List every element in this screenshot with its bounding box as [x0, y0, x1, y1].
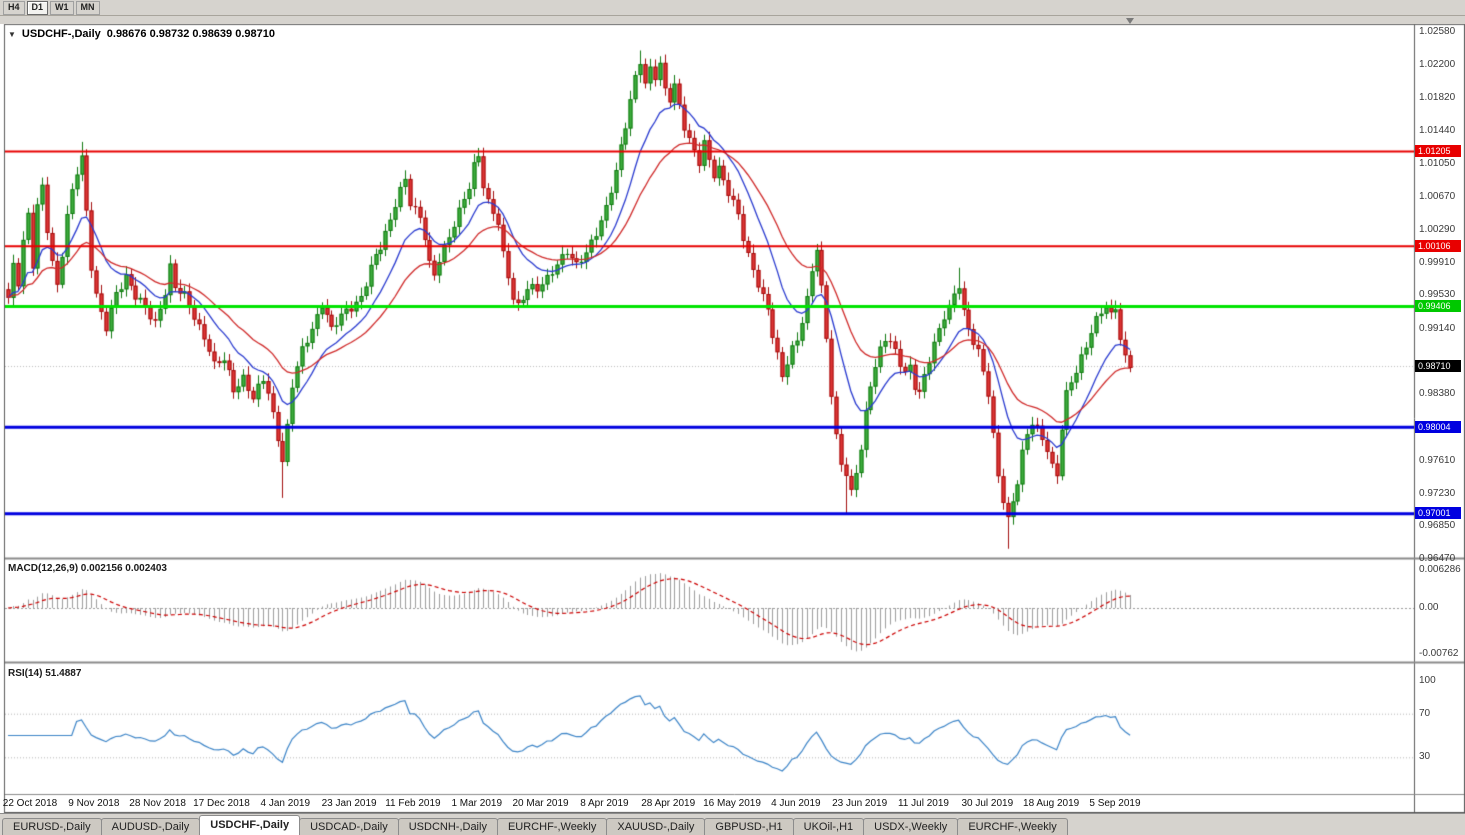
price-tick: 0.99140 [1419, 322, 1456, 334]
price-tick: 0.96470 [1419, 553, 1456, 565]
chart-canvas[interactable] [0, 0, 1465, 813]
rsi-indicator-label: RSI(14) 51.4887 [8, 668, 82, 679]
price-tick: 1.00290 [1419, 223, 1456, 235]
date-axis-label: 5 Sep 2019 [1089, 798, 1141, 809]
chart-tab-eurusd-daily[interactable]: EURUSD-,Daily [2, 818, 102, 835]
rsi-scale-tick: 30 [1419, 751, 1431, 763]
chart-tab-gbpusd-h1[interactable]: GBPUSD-,H1 [704, 818, 794, 835]
date-axis-label: 30 Jul 2019 [961, 798, 1014, 809]
price-tick: 1.00670 [1419, 191, 1456, 203]
date-axis-label: 8 Apr 2019 [580, 798, 629, 809]
price-tick: 0.96850 [1419, 520, 1456, 532]
timeframe-toolbar: H4 D1 W1 MN [0, 0, 1465, 16]
date-axis-label: 28 Nov 2018 [129, 798, 186, 809]
chart-tab-usdcnh-daily[interactable]: USDCNH-,Daily [397, 818, 498, 835]
toolbar-gap [0, 16, 1465, 24]
chart-tab-ukoil-h1[interactable]: UKOil-,H1 [792, 818, 865, 835]
price-tick: 1.01440 [1419, 124, 1456, 136]
chart-tab-eurchf-weekly[interactable]: EURCHF-,Weekly [957, 818, 1068, 835]
level-price-label[interactable]: 1.01205 [1415, 144, 1461, 157]
chart-title: ▼ USDCHF-,Daily 0.98676 0.98732 0.98639 … [8, 28, 275, 40]
price-tick: 1.02580 [1419, 26, 1456, 38]
date-axis-label: 9 Nov 2018 [68, 798, 120, 809]
price-tick: 0.97610 [1419, 454, 1456, 466]
timeframe-button-mn[interactable]: MN [75, 0, 100, 15]
date-axis-label: 23 Jun 2019 [832, 798, 888, 809]
macd-scale-tick: 0.006286 [1419, 563, 1461, 575]
price-tick: 1.02200 [1419, 59, 1456, 71]
chevron-down-icon[interactable]: ▼ [8, 29, 16, 39]
chart-ohlc-values: 0.98676 0.98732 0.98639 0.98710 [106, 28, 275, 40]
price-tick: 0.99910 [1419, 256, 1456, 268]
chart-tab-eurchf-weekly[interactable]: EURCHF-,Weekly [496, 818, 608, 835]
level-price-label[interactable]: 0.97001 [1415, 507, 1461, 520]
chart-tab-bar: EURUSD-,Daily AUDUSD-,Daily USDCHF-,Daily U… [0, 813, 1465, 835]
level-price-label[interactable]: 0.99406 [1415, 300, 1461, 312]
date-axis-label: 17 Dec 2018 [193, 798, 250, 809]
chart-tab-usdcad-daily[interactable]: USDCAD-,Daily [299, 818, 399, 835]
timeframe-button-h4[interactable]: H4 [3, 0, 25, 15]
date-axis-label: 28 Apr 2019 [641, 798, 696, 809]
chart-shift-marker-icon[interactable] [1126, 18, 1134, 24]
chart-tab-xauusd-daily[interactable]: XAUUSD-,Daily [606, 818, 706, 835]
date-axis-label: 11 Jul 2019 [897, 798, 949, 809]
price-tick: 0.97230 [1419, 487, 1456, 499]
rsi-scale-tick: 70 [1419, 707, 1431, 719]
macd-scale-tick: 0.00 [1419, 602, 1439, 613]
date-axis-label: 22 Oct 2018 [2, 798, 58, 809]
chart-symbol-label: USDCHF-,Daily [21, 28, 101, 40]
timeframe-button-d1[interactable]: D1 [26, 0, 49, 15]
price-tick: 1.01050 [1419, 158, 1456, 170]
date-axis-label: 20 Mar 2019 [512, 798, 569, 809]
current-price-label: 0.98710 [1415, 360, 1461, 372]
macd-indicator-label: MACD(12,26,9) 0.002156 0.002403 [8, 563, 167, 574]
price-tick: 1.01820 [1419, 91, 1456, 103]
date-axis-label: 4 Jun 2019 [771, 798, 821, 809]
chart-tab-usdchf-daily[interactable]: USDCHF-,Daily [199, 815, 301, 835]
chart-tab-usdx-weekly[interactable]: USDX-,Weekly [863, 818, 959, 835]
level-price-label[interactable]: 1.00106 [1415, 239, 1461, 252]
date-axis-label: 11 Feb 2019 [385, 798, 441, 809]
date-axis-label: 1 Mar 2019 [451, 798, 503, 809]
macd-scale-tick: -0.00762 [1419, 648, 1459, 660]
date-axis-label: 4 Jan 2019 [260, 798, 311, 809]
chart-tab-audusd-daily[interactable]: AUDUSD-,Daily [100, 818, 201, 835]
date-axis-label: 16 May 2019 [703, 798, 761, 809]
price-tick: 0.98380 [1419, 388, 1456, 400]
level-price-label[interactable]: 0.98004 [1415, 420, 1461, 433]
rsi-scale-tick: 100 [1419, 675, 1436, 686]
date-axis-label: 23 Jan 2019 [321, 798, 377, 809]
price-tick: 0.99530 [1419, 289, 1456, 301]
date-axis-label: 18 Aug 2019 [1023, 798, 1080, 809]
timeframe-button-w1[interactable]: W1 [50, 0, 74, 15]
